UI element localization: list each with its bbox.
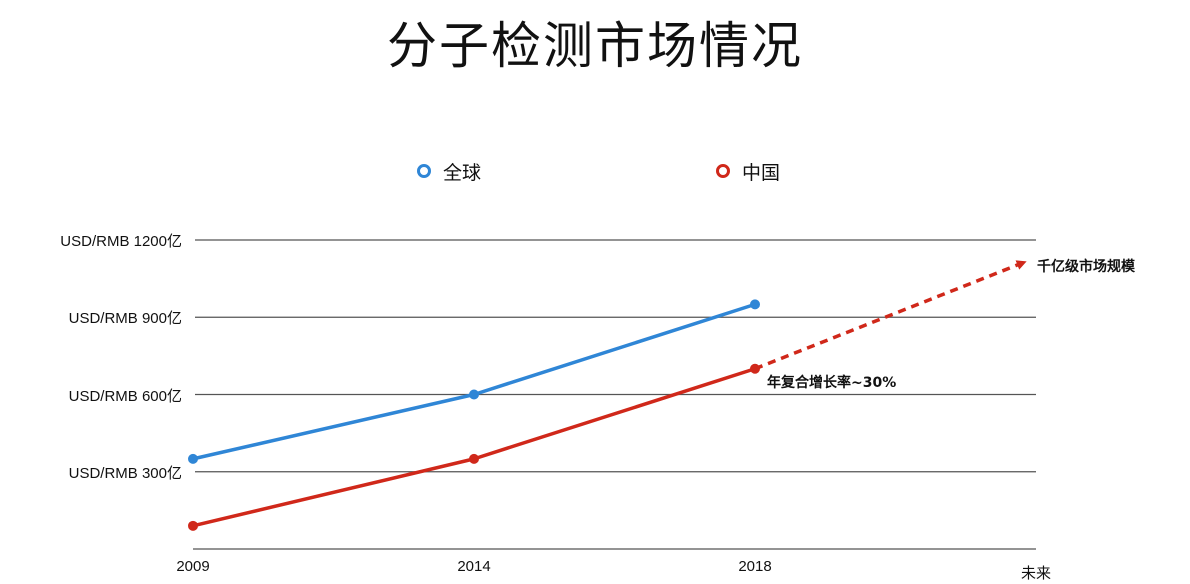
annotation-market-scale: 千亿级市场规模 [1037,259,1135,275]
legend-label-china: 中国 [742,161,781,184]
data-point [469,453,479,464]
data-point [750,363,760,374]
legend-marker-china-icon [716,164,730,178]
x-tick-label: 2009 [176,558,210,575]
legend-label-global: 全球 [443,161,482,184]
series-line-0 [192,302,756,461]
data-point [188,453,198,464]
x-tick-label: 未来 [1020,565,1051,582]
y-tick-label: USD/RMB 1200亿 [60,233,182,250]
legend-marker-global-icon [417,164,431,178]
y-tick-label: USD/RMB 900亿 [68,310,182,328]
x-tick-label: 2014 [457,558,491,575]
x-tick-label: 2018 [738,558,772,575]
data-point [188,520,198,531]
chart-title: 分子检测市场情况 [387,17,803,75]
legend-item-global: 全球 [417,158,481,184]
data-point [469,389,479,400]
annotation-cagr: 年复合增长率~30% [767,375,897,391]
legend-item-china: 中国 [716,158,780,184]
y-tick-label: USD/RMB 300亿 [68,464,182,482]
data-point [750,299,760,310]
projection-arrow [754,260,1027,371]
y-tick-label: USD/RMB 600亿 [68,387,182,405]
